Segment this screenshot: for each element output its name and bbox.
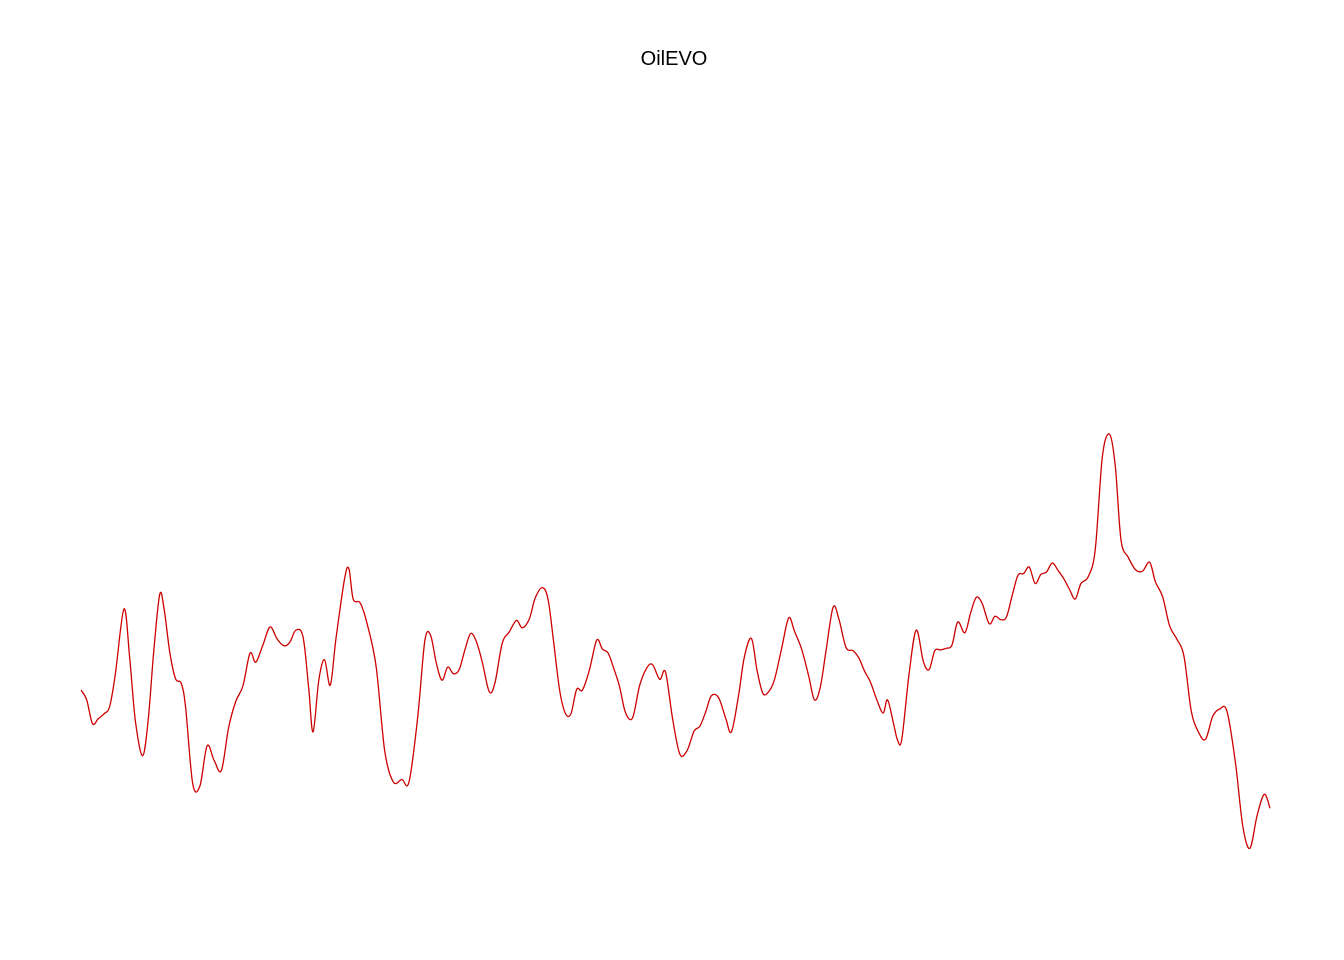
series-layer bbox=[80, 433, 1271, 850]
chart-title: OilEVO bbox=[641, 48, 708, 70]
series-line-1 bbox=[80, 433, 1271, 850]
